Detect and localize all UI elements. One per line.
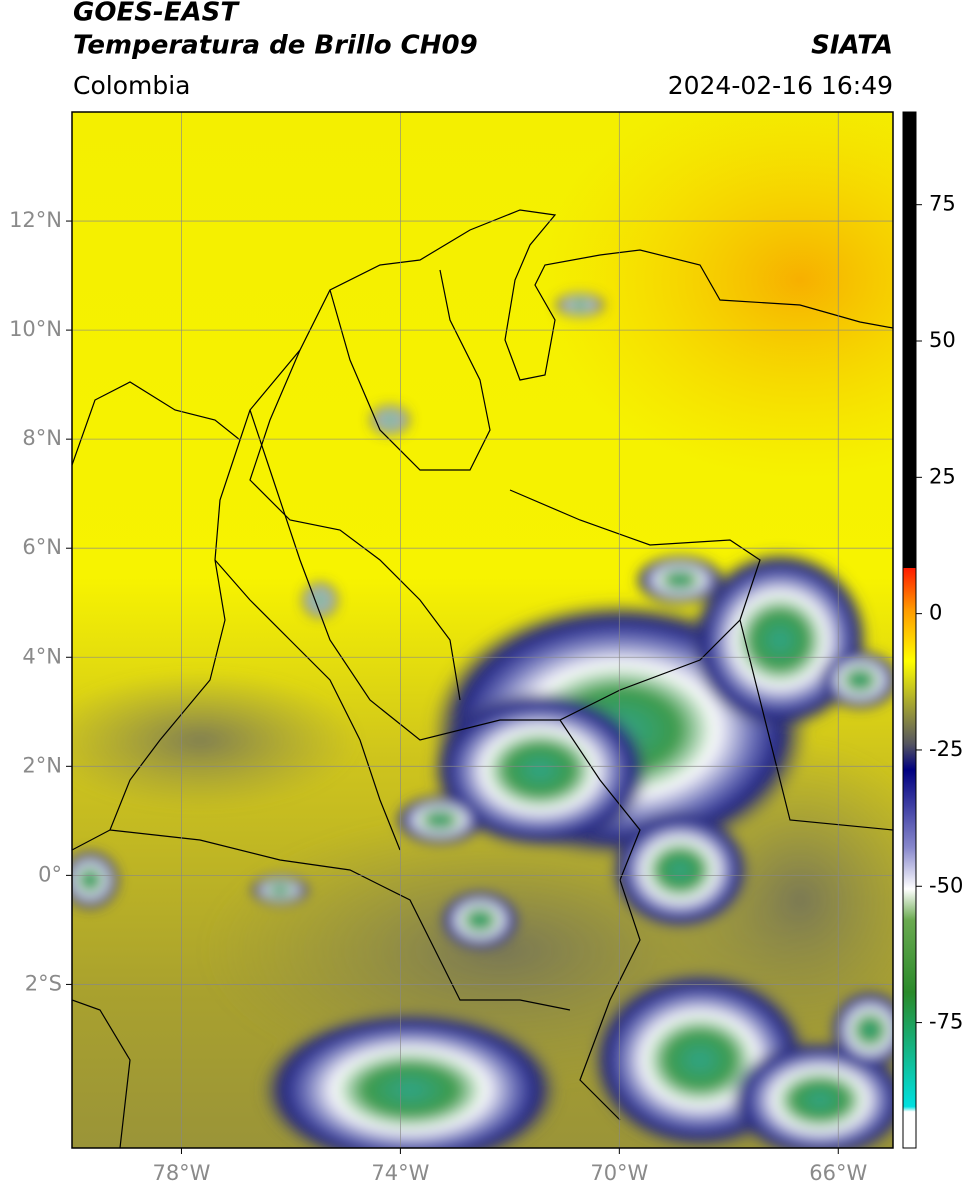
y-tick-label: 2°N — [22, 753, 62, 777]
satellite-image — [72, 112, 893, 1148]
colorbar-tick-label: 25 — [929, 464, 956, 488]
timestamp: 2024-02-16 16:49 — [668, 71, 893, 100]
y-tick-label: 4°N — [22, 644, 62, 668]
y-tick-label: 6°N — [22, 535, 62, 559]
colorbar-tick-label: -75 — [929, 1010, 963, 1034]
x-tick-label: 70°W — [590, 1161, 648, 1185]
region: Colombia — [73, 71, 190, 100]
colorbar-tick-label: 50 — [929, 328, 956, 352]
title: GOES-EAST — [73, 0, 240, 28]
source: SIATA — [811, 31, 893, 61]
x-tick-label: 74°W — [371, 1161, 429, 1185]
x-tick-label: 66°W — [809, 1161, 867, 1185]
colorbar-tick-label: 0 — [929, 601, 942, 625]
x-tick-label: 78°W — [152, 1161, 210, 1185]
colorbar-tick-label: -50 — [929, 873, 963, 897]
y-tick-label: 12°N — [9, 208, 62, 232]
map-frame — [71, 111, 894, 1149]
colorbar-tick-label: -25 — [929, 737, 963, 761]
subtitle: Temperatura de Brillo CH09 — [73, 31, 478, 61]
y-tick-label: 10°N — [9, 317, 62, 341]
y-tick-label: 8°N — [22, 426, 62, 450]
y-tick-label: 0° — [38, 862, 62, 886]
y-tick-label: 2°S — [25, 971, 62, 995]
colorbar-tick-label: 75 — [929, 192, 956, 216]
colorbar — [902, 111, 917, 1149]
